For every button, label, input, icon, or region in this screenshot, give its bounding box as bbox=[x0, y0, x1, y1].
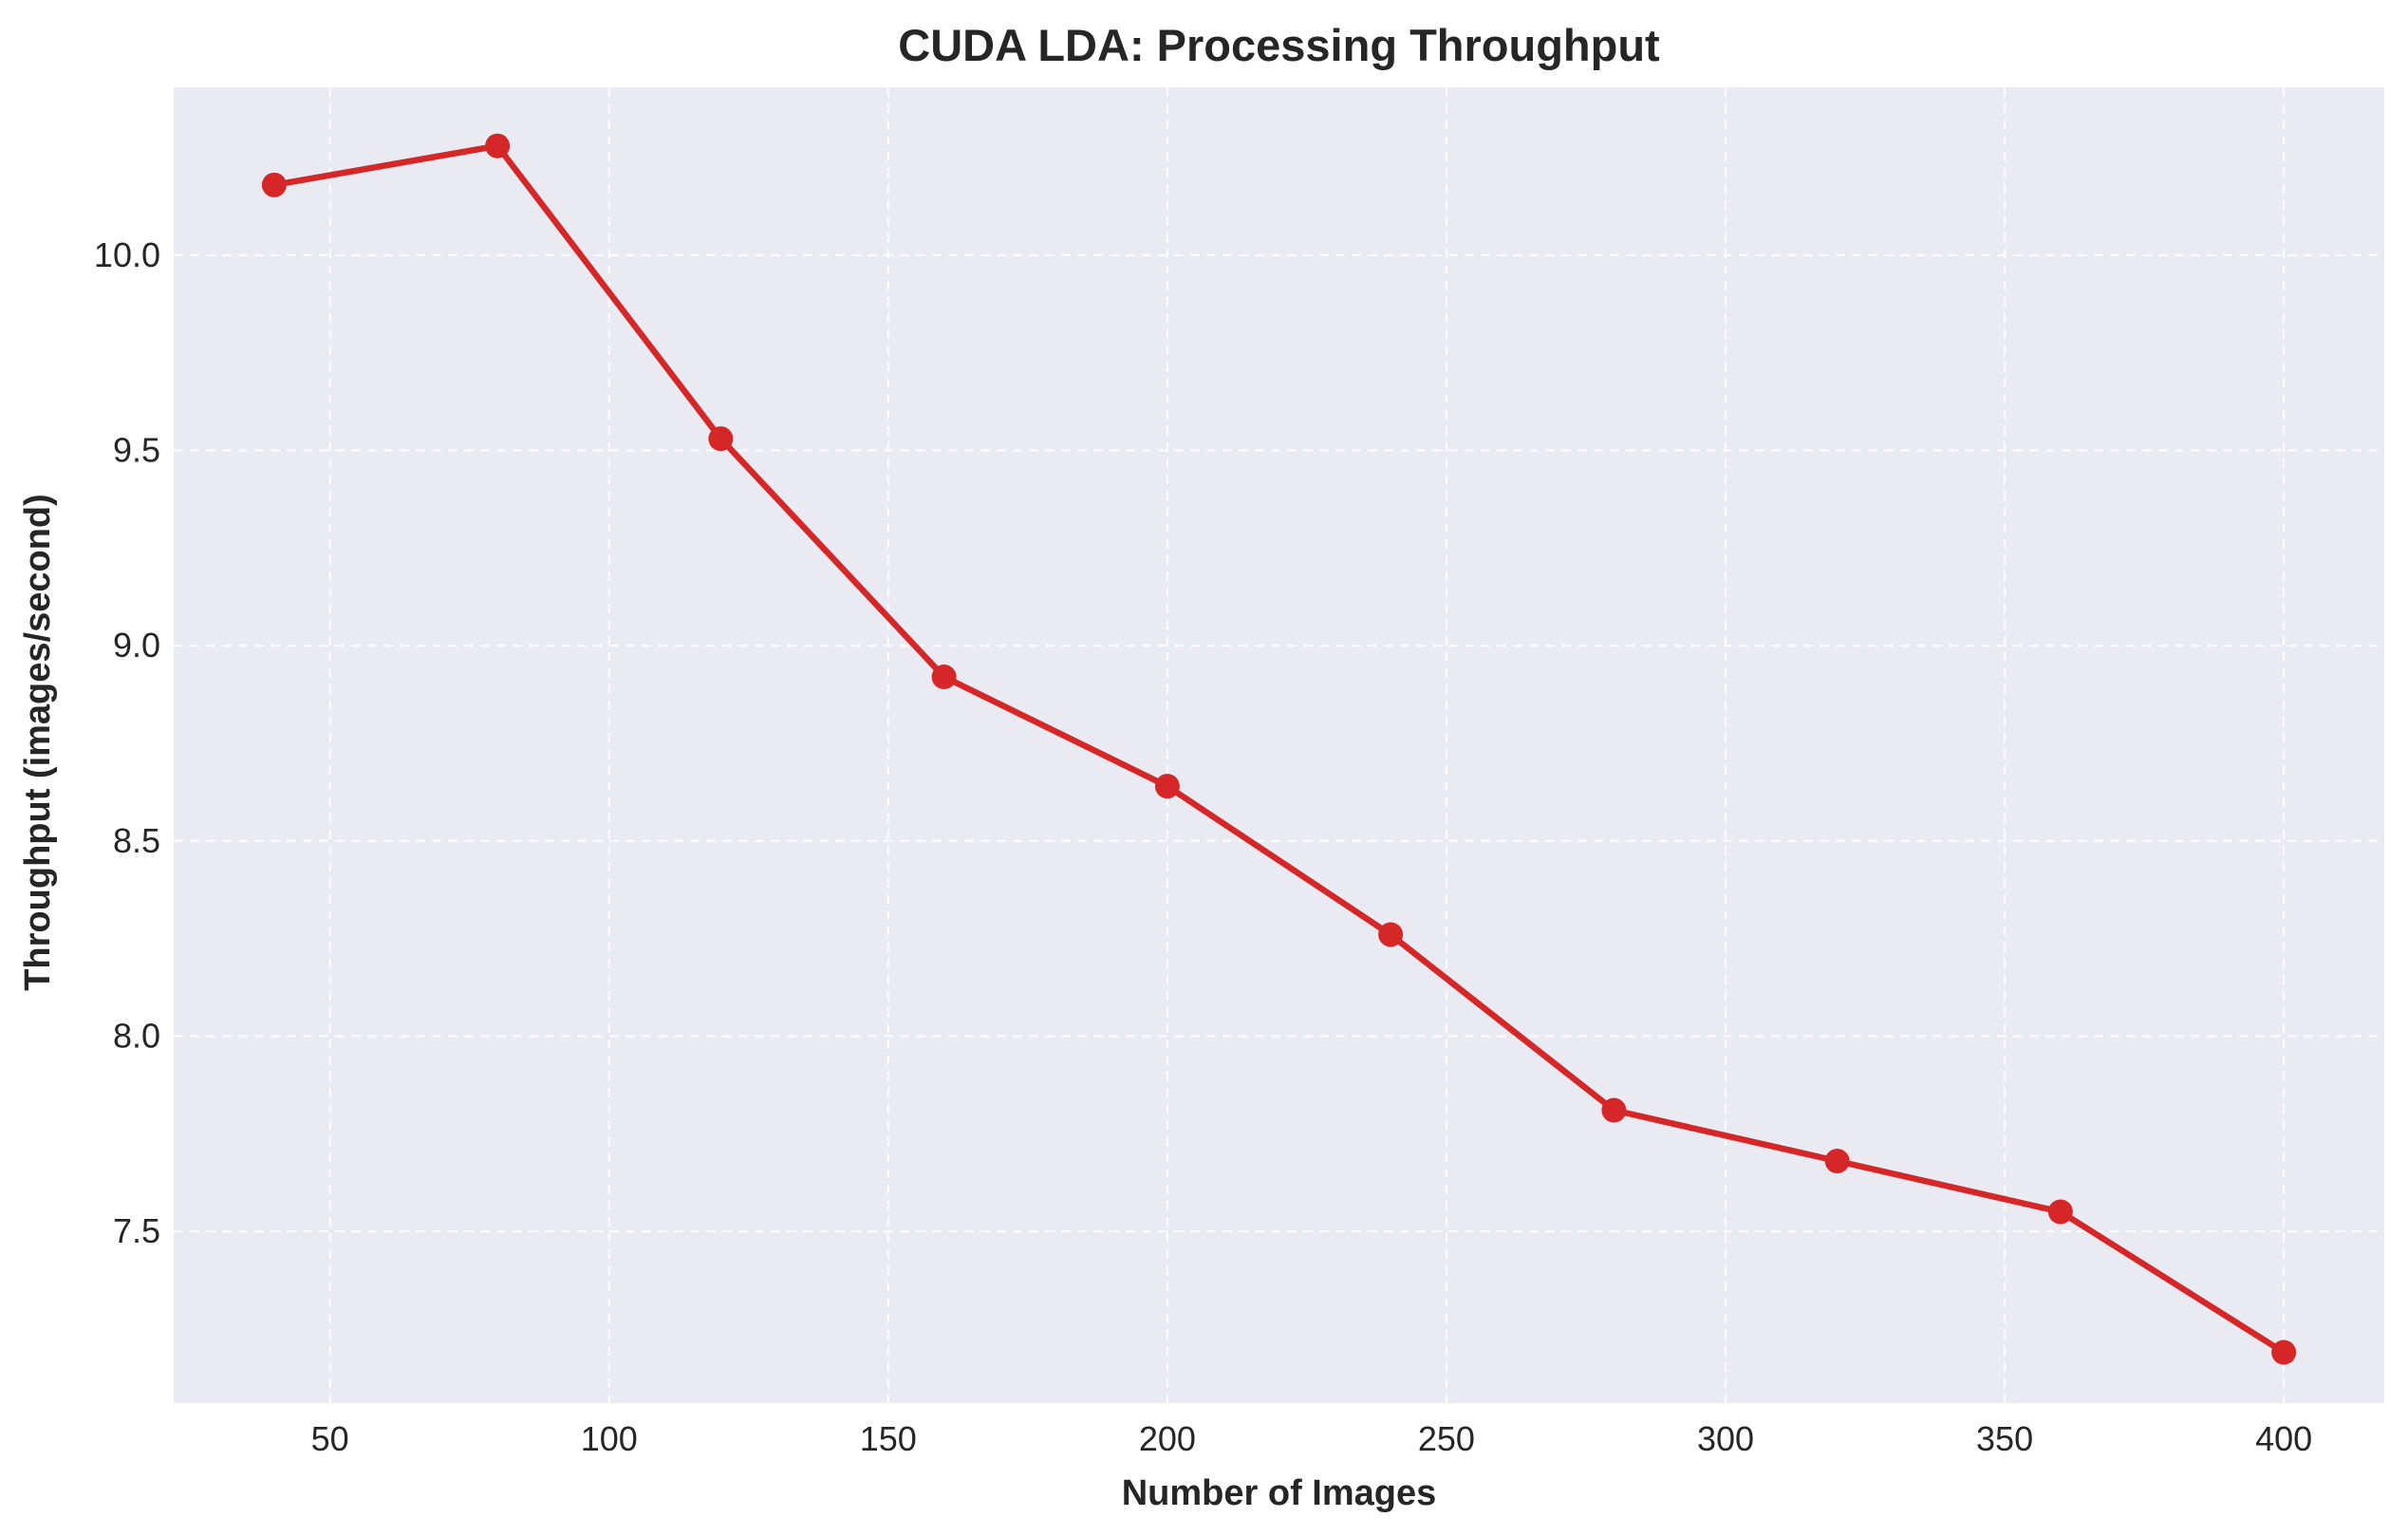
series-layer bbox=[261, 133, 2297, 1365]
data-point bbox=[1824, 1149, 1850, 1174]
x-tick-label: 250 bbox=[1418, 1419, 1475, 1458]
data-point bbox=[708, 426, 734, 452]
data-point bbox=[1601, 1097, 1627, 1123]
y-tick-label: 10.0 bbox=[94, 235, 160, 274]
data-point bbox=[1154, 774, 1180, 799]
data-point bbox=[485, 133, 511, 159]
y-tick-label: 9.0 bbox=[113, 626, 160, 665]
y-tick-label: 8.5 bbox=[113, 821, 160, 860]
x-tick-label: 50 bbox=[311, 1419, 349, 1458]
y-tick-label: 9.5 bbox=[113, 430, 160, 469]
data-point bbox=[931, 665, 957, 690]
x-tick-label: 400 bbox=[2255, 1419, 2312, 1458]
chart-title: CUDA LDA: Processing Throughput bbox=[898, 20, 1660, 70]
y-tick-label: 7.5 bbox=[113, 1211, 160, 1250]
x-tick-label: 150 bbox=[860, 1419, 917, 1458]
y-axis-label: Throughput (images/second) bbox=[18, 494, 58, 991]
x-tick-label: 100 bbox=[581, 1419, 638, 1458]
data-point bbox=[2047, 1199, 2073, 1225]
x-tick-label: 200 bbox=[1139, 1419, 1196, 1458]
x-tick-label: 350 bbox=[1976, 1419, 2033, 1458]
data-point bbox=[2271, 1339, 2297, 1365]
data-point bbox=[1378, 922, 1404, 947]
grid bbox=[174, 87, 2384, 1403]
data-point bbox=[261, 172, 287, 197]
ticks: 50 100 150 200 250 300 350 400 7.5 8.0 8.5 9.0 9.5 10… bbox=[94, 235, 2312, 1458]
plot-area bbox=[174, 87, 2384, 1403]
x-tick-label: 300 bbox=[1697, 1419, 1754, 1458]
x-axis-label: Number of Images bbox=[1122, 1473, 1437, 1513]
y-tick-label: 8.0 bbox=[113, 1016, 160, 1055]
series-line bbox=[271, 142, 2287, 1356]
